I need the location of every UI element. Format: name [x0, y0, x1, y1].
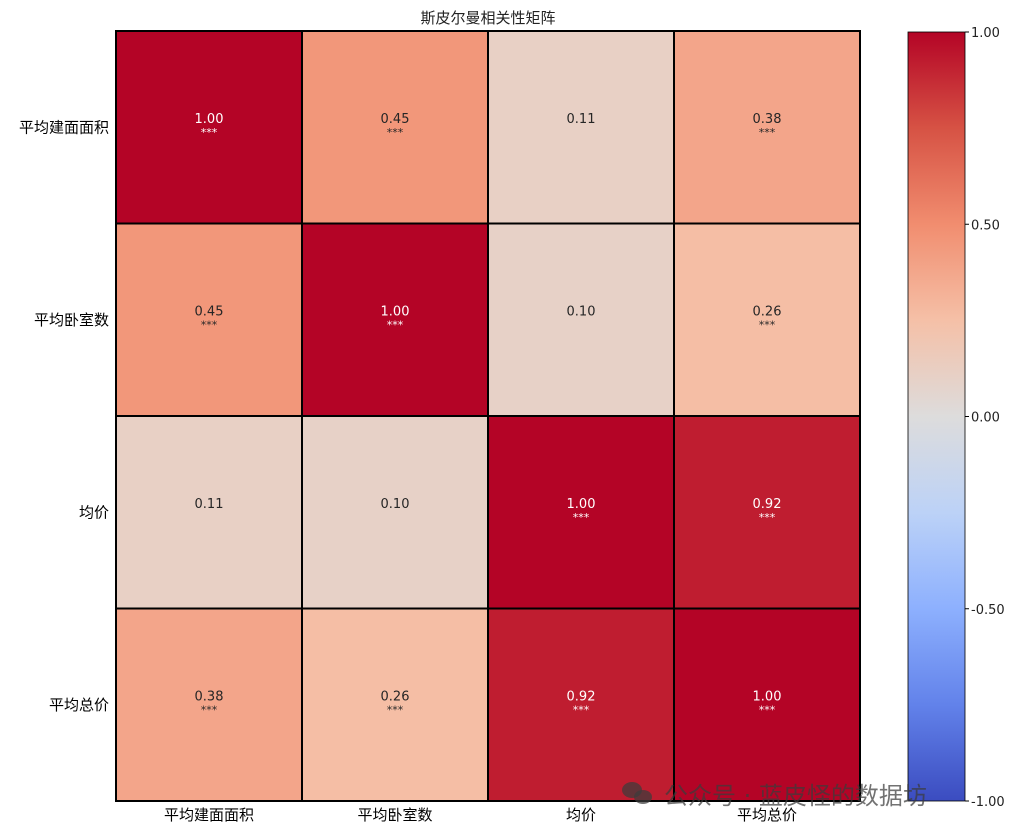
- heatmap-cell: [673, 415, 861, 610]
- heatmap-cell: [673, 607, 861, 802]
- row-label: 平均总价: [49, 696, 109, 714]
- chart-title: 斯皮尔曼相关性矩阵: [420, 9, 555, 27]
- cell-value-label: 0.10: [381, 497, 410, 512]
- cell-significance-label: ***: [759, 126, 776, 139]
- colorbar-tick-label: 0.50: [971, 218, 1000, 233]
- wechat-icon: [622, 780, 656, 806]
- cell-significance-label: ***: [573, 511, 590, 524]
- row-label: 平均卧室数: [34, 311, 109, 329]
- heatmap-cell: [301, 607, 489, 802]
- heatmap-cell: [301, 222, 489, 417]
- row-label: 均价: [79, 503, 109, 521]
- colorbar-gradient: [907, 31, 966, 802]
- cell-value-label: 0.10: [567, 305, 596, 320]
- cell-value-label: 0.92: [567, 690, 596, 705]
- cell-value-label: 0.45: [195, 305, 224, 320]
- cell-significance-label: ***: [201, 319, 218, 332]
- cell-value-label: 0.26: [381, 690, 410, 705]
- colorbar-tick-label: 1.00: [971, 26, 1000, 41]
- cell-significance-label: ***: [201, 126, 218, 139]
- cell-value-label: 0.92: [753, 497, 782, 512]
- column-label: 平均总价: [737, 806, 797, 824]
- cell-value-label: 1.00: [567, 497, 596, 512]
- column-label: 平均卧室数: [357, 806, 432, 824]
- heatmap-cell: [115, 607, 303, 802]
- cell-significance-label: ***: [387, 704, 404, 717]
- cell-value-label: 0.11: [195, 497, 224, 512]
- column-label: 平均建面面积: [164, 806, 254, 824]
- cell-value-label: 0.38: [753, 112, 782, 127]
- column-labels: 平均建面面积 平均卧室数 均价 平均总价: [164, 806, 797, 824]
- heatmap-cell: [115, 415, 303, 610]
- colorbar-tick-label: -1.00: [971, 795, 1005, 810]
- heatmap-cell: [673, 222, 861, 417]
- cell-value-label: 1.00: [195, 112, 224, 127]
- heatmap-cell: [487, 222, 675, 417]
- cell-value-label: 0.45: [381, 112, 410, 127]
- cell-value-label: 1.00: [753, 690, 782, 705]
- cell-significance-label: ***: [201, 704, 218, 717]
- colorbar-tick-label: 0.00: [971, 411, 1000, 426]
- watermark: 公众号 · 蓝皮怪的数据坊: [622, 776, 927, 810]
- cell-significance-label: ***: [573, 704, 590, 717]
- colorbar-tick-label: -0.50: [971, 603, 1005, 618]
- watermark-text: 公众号 · 蓝皮怪的数据坊: [664, 781, 927, 810]
- cell-significance-label: ***: [387, 126, 404, 139]
- heatmap-cell: [301, 415, 489, 610]
- cell-significance-label: ***: [759, 704, 776, 717]
- heatmap-cell: [301, 30, 489, 225]
- cell-value-label: 0.26: [753, 305, 782, 320]
- column-label: 均价: [566, 806, 596, 824]
- cell-significance-label: ***: [759, 511, 776, 524]
- heatmap-cell: [115, 30, 303, 225]
- heatmap-cells: 1.00***0.45***0.11 0.38***0.45***1.00***0…: [115, 30, 861, 802]
- cell-significance-label: ***: [387, 319, 404, 332]
- heatmap-cell: [487, 30, 675, 225]
- cell-significance-label: ***: [759, 319, 776, 332]
- row-label: 平均建面面积: [19, 118, 109, 136]
- cell-value-label: 0.38: [195, 690, 224, 705]
- heatmap-cell: [673, 30, 861, 225]
- colorbar: 1.00 0.50 0.00 -0.50 -1.00: [907, 26, 1005, 810]
- cell-value-label: 0.11: [567, 112, 596, 127]
- heatmap-cell: [115, 222, 303, 417]
- cell-value-label: 1.00: [381, 305, 410, 320]
